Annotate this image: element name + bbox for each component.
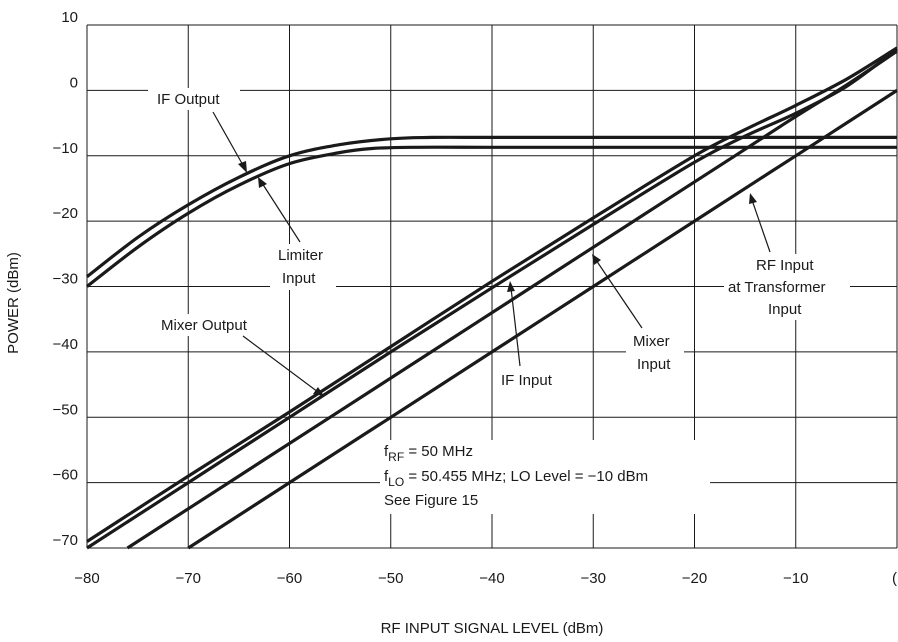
x-tick-label: −70 (176, 570, 201, 587)
series-rf-input-at-transformer (187, 89, 898, 550)
f-rf-subscript: RF (388, 450, 404, 464)
rf-input-leader (751, 199, 771, 253)
y-tick-label: −70 (53, 532, 78, 549)
series-lines (86, 46, 898, 550)
y-tick-label: −10 (53, 140, 78, 157)
f-lo-subscript: LO (388, 475, 404, 489)
rf-input-label-line2: at Transformer (728, 279, 826, 296)
limiter-input-arrowhead (258, 177, 267, 188)
if-output-label-bg (148, 88, 240, 110)
y-tick-label: −60 (53, 467, 78, 484)
mixer-input-label-bg (626, 330, 684, 376)
y-axis-label: POWER (dBm) (5, 252, 22, 354)
if-output-label: IF Output (157, 91, 220, 108)
x-tick-label: −20 (682, 570, 707, 587)
f-rf-symbol: f (384, 443, 389, 460)
limiter-input-label-line2: Input (282, 270, 316, 287)
series-mixer-input (126, 49, 898, 550)
mixer-input-arrowhead (592, 254, 601, 265)
mixer-output-arrowhead (313, 387, 324, 396)
conditions-line3: See Figure 15 (384, 492, 478, 509)
y-tick-label: −40 (53, 336, 78, 353)
x-tick-label: ( (892, 570, 897, 587)
conditions-bg (380, 440, 710, 514)
f-lo-value: = 50.455 MHz; LO Level = −10 dBm (404, 468, 648, 485)
x-tick-label: −80 (74, 570, 99, 587)
series-if-input (86, 47, 898, 550)
limiter-input-label-bg (270, 244, 336, 290)
rf-input-label-bg (724, 254, 850, 320)
series-limiter-input (86, 145, 897, 288)
y-tick-labels: 10 0 −10 −20 −30 −40 −50 −60 −70 (53, 9, 78, 549)
series-mixer-output (86, 46, 898, 543)
if-output-arrowhead (238, 161, 247, 173)
x-tick-label: −10 (783, 570, 808, 587)
mixer-output-label-bg (158, 314, 278, 336)
conditions-line1: fRF = 50 MHz (384, 443, 473, 464)
series-if-output (86, 135, 897, 278)
mixer-input-leader (595, 259, 643, 329)
f-rf-value: = 50 MHz (404, 443, 473, 460)
y-tick-label: −20 (53, 205, 78, 222)
rf-input-label-line1: RF Input (756, 257, 814, 274)
x-tick-label: −30 (581, 570, 606, 587)
mixer-input-label-line1: Mixer (633, 333, 670, 350)
x-axis-label: RF INPUT SIGNAL LEVEL (dBm) (381, 620, 604, 637)
if-input-arrowhead (507, 281, 515, 292)
if-input-leader (510, 287, 521, 367)
mixer-output-label: Mixer Output (161, 317, 248, 334)
if-input-label: IF Input (501, 372, 553, 389)
conditions-line2: fLO = 50.455 MHz; LO Level = −10 dBm (384, 468, 648, 489)
x-tick-label: −40 (479, 570, 504, 587)
y-tick-label: 10 (61, 9, 78, 26)
y-tick-label: 0 (70, 74, 78, 91)
mixer-input-label-line2: Input (637, 356, 671, 373)
x-tick-labels: −80 −70 −60 −50 −40 −30 −20 −10 ( (74, 570, 897, 587)
annotations: IF Output Limiter Input Mixer Output IF … (148, 88, 850, 514)
rf-input-arrowhead (749, 193, 757, 204)
limiter-input-leader (261, 182, 301, 243)
x-tick-label: −60 (277, 570, 302, 587)
if-output-leader (212, 111, 245, 168)
x-tick-label: −50 (378, 570, 403, 587)
y-tick-label: −50 (53, 401, 78, 418)
mixer-output-leader (242, 335, 319, 393)
f-lo-symbol: f (384, 468, 389, 485)
y-tick-label: −30 (53, 271, 78, 288)
limiter-input-label-line1: Limiter (278, 247, 323, 264)
rf-input-label-line3: Input (768, 301, 802, 318)
if-input-label-bg (496, 368, 580, 392)
